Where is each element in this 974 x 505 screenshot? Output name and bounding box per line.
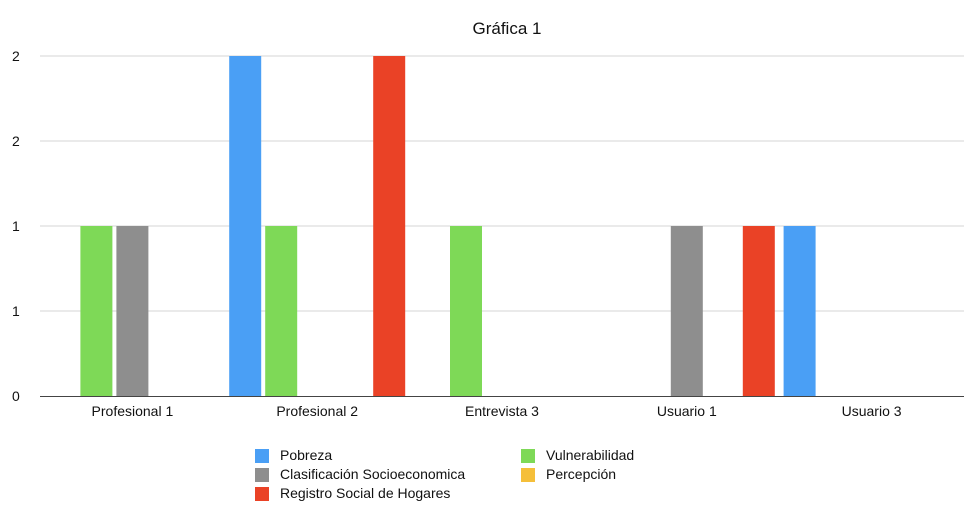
legend-swatch	[255, 449, 269, 463]
x-tick-label: Profesional 1	[92, 403, 174, 419]
legend-label: Registro Social de Hogares	[280, 485, 450, 501]
legend-label: Pobreza	[280, 447, 332, 463]
y-tick-label: 2	[12, 133, 20, 149]
legend-label: Clasificación Socioeconomica	[280, 466, 465, 482]
bar-pobreza-5	[783, 226, 816, 396]
legend-swatch	[255, 487, 269, 501]
bars	[80, 56, 816, 396]
bar-clasificaci-n-socioeconomica-4	[670, 226, 703, 396]
legend-item: Registro Social de Hogares	[255, 485, 450, 501]
legend-swatch	[255, 468, 269, 482]
x-tick-label: Profesional 2	[276, 403, 358, 419]
x-tick-label: Entrevista 3	[465, 403, 539, 419]
bar-clasificaci-n-socioeconomica-1	[116, 226, 149, 396]
bar-pobreza-2	[229, 56, 262, 396]
y-axis-tick-labels: 0 1 1 2 2	[12, 48, 20, 404]
bar-vulnerabilidad-1	[80, 226, 113, 396]
legend-label: Percepción	[546, 466, 616, 482]
bar-vulnerabilidad-3	[450, 226, 482, 396]
y-tick-label: 0	[12, 388, 20, 404]
legend-swatch	[521, 468, 535, 482]
legend-item: Clasificación Socioeconomica	[255, 466, 465, 482]
y-tick-label: 1	[12, 218, 20, 234]
legend: Pobreza Vulnerabilidad Clasificación Socio…	[255, 447, 634, 501]
x-tick-label: Usuario 1	[657, 403, 717, 419]
legend-item: Vulnerabilidad	[521, 447, 634, 463]
bar-registro-social-de-hogares-2	[373, 56, 406, 396]
x-axis-tick-labels: Profesional 1 Profesional 2 Entrevista 3 Us…	[92, 403, 902, 419]
legend-item: Pobreza	[255, 447, 332, 463]
legend-item: Percepción	[521, 466, 616, 482]
chart-title: Gráfica 1	[473, 19, 542, 38]
gridlines	[40, 55, 964, 312]
legend-label: Vulnerabilidad	[546, 447, 634, 463]
legend-swatch	[521, 449, 535, 463]
y-tick-label: 2	[12, 48, 20, 64]
y-tick-label: 1	[12, 303, 20, 319]
bar-vulnerabilidad-2	[265, 226, 298, 396]
bar-registro-social-de-hogares-4	[742, 226, 775, 396]
x-tick-label: Usuario 3	[842, 403, 902, 419]
